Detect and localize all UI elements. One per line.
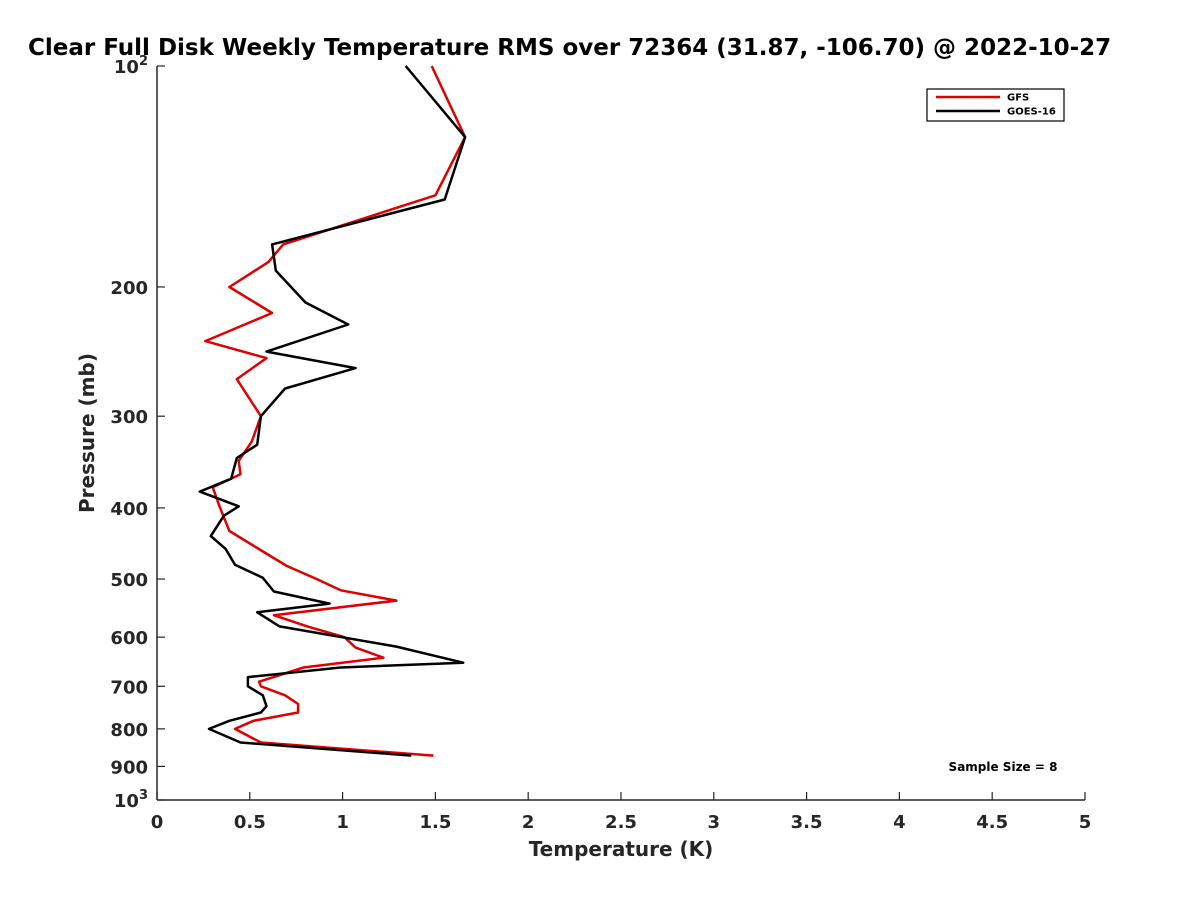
- x-tick-label: 5: [1079, 812, 1092, 833]
- x-tick-label: 2: [522, 812, 535, 833]
- y-tick-label: 300: [110, 407, 148, 428]
- y-tick-label: 500: [110, 570, 148, 591]
- y-tick-label: 103: [114, 788, 148, 812]
- x-tick-label: 0.5: [234, 812, 266, 833]
- series-line-goes-16: [198, 65, 467, 757]
- legend-box: [926, 88, 1065, 122]
- y-tick-label: 102: [114, 54, 148, 78]
- sample-size-annotation: Sample Size = 8: [949, 760, 1058, 774]
- y-tick-label: 600: [110, 628, 148, 649]
- x-tick-label: 3: [708, 812, 721, 833]
- y-tick-label: 900: [110, 757, 148, 778]
- y-tick-base: 10: [114, 57, 139, 78]
- x-tick-label: 4.5: [976, 812, 1008, 833]
- legend-entries: GFS GOES-16: [936, 93, 1056, 118]
- y-tick-exponent: 3: [139, 788, 148, 803]
- chart-title: Clear Full Disk Weekly Temperature RMS o…: [28, 35, 1111, 61]
- legend-label: GFS: [1007, 93, 1029, 104]
- y-tick-label: 200: [110, 278, 148, 299]
- legend: GFS GOES-16: [926, 88, 1065, 122]
- x-axis-ticks: 0 0.5 1 1.5 2 2.5 3 3.5 4 4.5 5: [151, 792, 1092, 833]
- series-layer: [198, 65, 467, 757]
- x-tick-label: 1.5: [419, 812, 451, 833]
- x-tick-label: 4: [893, 812, 906, 833]
- legend-label: GOES-16: [1007, 107, 1056, 118]
- y-axis-label: Pressure (mb): [75, 353, 99, 513]
- y-tick-label: 400: [110, 499, 148, 520]
- y-tick-exponent: 2: [139, 54, 148, 69]
- series-line-gfs: [204, 65, 467, 757]
- y-tick-label: 800: [110, 720, 148, 741]
- plot-area: 0 0.5 1 1.5 2 2.5 3 3.5 4 4.5 5 102200300400500600…: [110, 54, 1091, 833]
- x-axis-label: Temperature (K): [529, 837, 714, 861]
- y-tick-base: 10: [114, 791, 139, 812]
- x-tick-label: 2.5: [605, 812, 637, 833]
- x-tick-label: 1: [336, 812, 349, 833]
- x-tick-label: 0: [151, 812, 164, 833]
- x-tick-label: 3.5: [791, 812, 823, 833]
- y-tick-label: 700: [110, 677, 148, 698]
